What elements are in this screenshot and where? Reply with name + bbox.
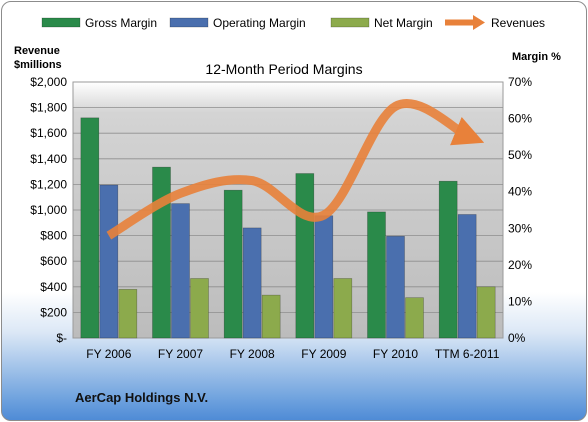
bar-gross-margin — [367, 211, 386, 339]
y-tick-label: $400 — [40, 280, 67, 294]
legend-label: Operating Margin — [213, 16, 306, 30]
legend-item: Net Margin — [330, 16, 433, 30]
bar-operating-margin — [457, 214, 477, 339]
y2-tick-label: 40% — [508, 185, 532, 199]
y-axis-ticks: $- $200 $400 $600 $800 $1,000 $1,200 $1,400 $1,6… — [30, 75, 67, 345]
y2-tick-label: 10% — [508, 294, 532, 308]
bar-gross-margin — [152, 166, 171, 339]
gridlines — [73, 107, 503, 313]
bar-operating-margin — [99, 184, 119, 339]
x-tick-label: FY 2007 — [158, 347, 203, 361]
legend-label: Revenues — [491, 16, 545, 30]
legend-arrow-head — [473, 15, 485, 30]
legend-swatch — [330, 17, 370, 28]
bar-net-margin — [118, 289, 138, 339]
bars — [80, 117, 496, 339]
bar-operating-margin — [171, 203, 190, 339]
y-tick-label: $- — [56, 331, 67, 345]
legend: Gross Margin Operating Margin Net Margin Re… — [41, 15, 545, 30]
legend-swatch — [41, 17, 81, 28]
bar-net-margin — [190, 278, 209, 339]
x-tick-label: FY 2009 — [301, 347, 346, 361]
company-name: AerCap Holdings N.V. — [75, 390, 209, 405]
bar-operating-margin — [314, 215, 334, 339]
bar-gross-margin — [80, 117, 100, 339]
revenues-line — [106, 99, 485, 240]
y-tick-label: $1,600 — [30, 126, 67, 140]
x-tick-label: TTM 6-2011 — [435, 347, 500, 361]
legend-label: Net Margin — [374, 16, 433, 30]
bar-operating-margin — [386, 235, 405, 339]
bar-net-margin — [333, 278, 353, 339]
y-tick-label: $1,400 — [30, 152, 67, 166]
bar-gross-margin — [223, 189, 243, 339]
legend-label: Gross Margin — [85, 16, 157, 30]
y-tick-label: $1,200 — [30, 177, 67, 191]
x-tick-label: FY 2006 — [86, 347, 131, 361]
y-axis-title-line1: Revenue — [14, 45, 60, 57]
y-tick-label: $1,000 — [30, 203, 67, 217]
revenues-trend — [106, 99, 485, 240]
x-axis-ticks: FY 2006 FY 2007 FY 2008 FY 2009 FY 2010 TTM 6… — [86, 347, 499, 361]
x-tick-label: FY 2010 — [373, 347, 418, 361]
bar-gross-margin — [438, 180, 458, 339]
y-tick-label: $800 — [40, 229, 67, 243]
bar-operating-margin — [242, 227, 262, 339]
y2-axis-title: Margin % — [512, 51, 561, 63]
y-tick-label: $1,800 — [30, 101, 67, 115]
y2-axis-ticks: 0% 10% 20% 30% 40% 50% 60% 70% — [508, 75, 532, 345]
bar-net-margin — [405, 297, 424, 339]
x-tick-label: FY 2008 — [230, 347, 275, 361]
legend-item: Operating Margin — [169, 16, 306, 30]
legend-swatch — [169, 17, 209, 28]
bar-gross-margin — [295, 173, 315, 339]
y2-tick-label: 20% — [508, 258, 532, 272]
y-tick-label: $2,000 — [30, 75, 67, 89]
y-tick-label: $600 — [40, 254, 67, 268]
bar-net-margin — [261, 294, 281, 339]
y2-tick-label: 30% — [508, 221, 532, 235]
y2-tick-label: 70% — [508, 75, 532, 89]
y-axis-title-line2: $millions — [14, 59, 62, 71]
bar-net-margin — [476, 286, 496, 339]
y2-tick-label: 50% — [508, 148, 532, 162]
y-tick-label: $200 — [40, 305, 67, 319]
chart-title: 12-Month Period Margins — [205, 61, 362, 77]
y2-tick-label: 60% — [508, 112, 532, 126]
legend-item: Revenues — [445, 15, 545, 30]
legend-item: Gross Margin — [41, 16, 157, 30]
y2-tick-label: 0% — [508, 331, 526, 345]
